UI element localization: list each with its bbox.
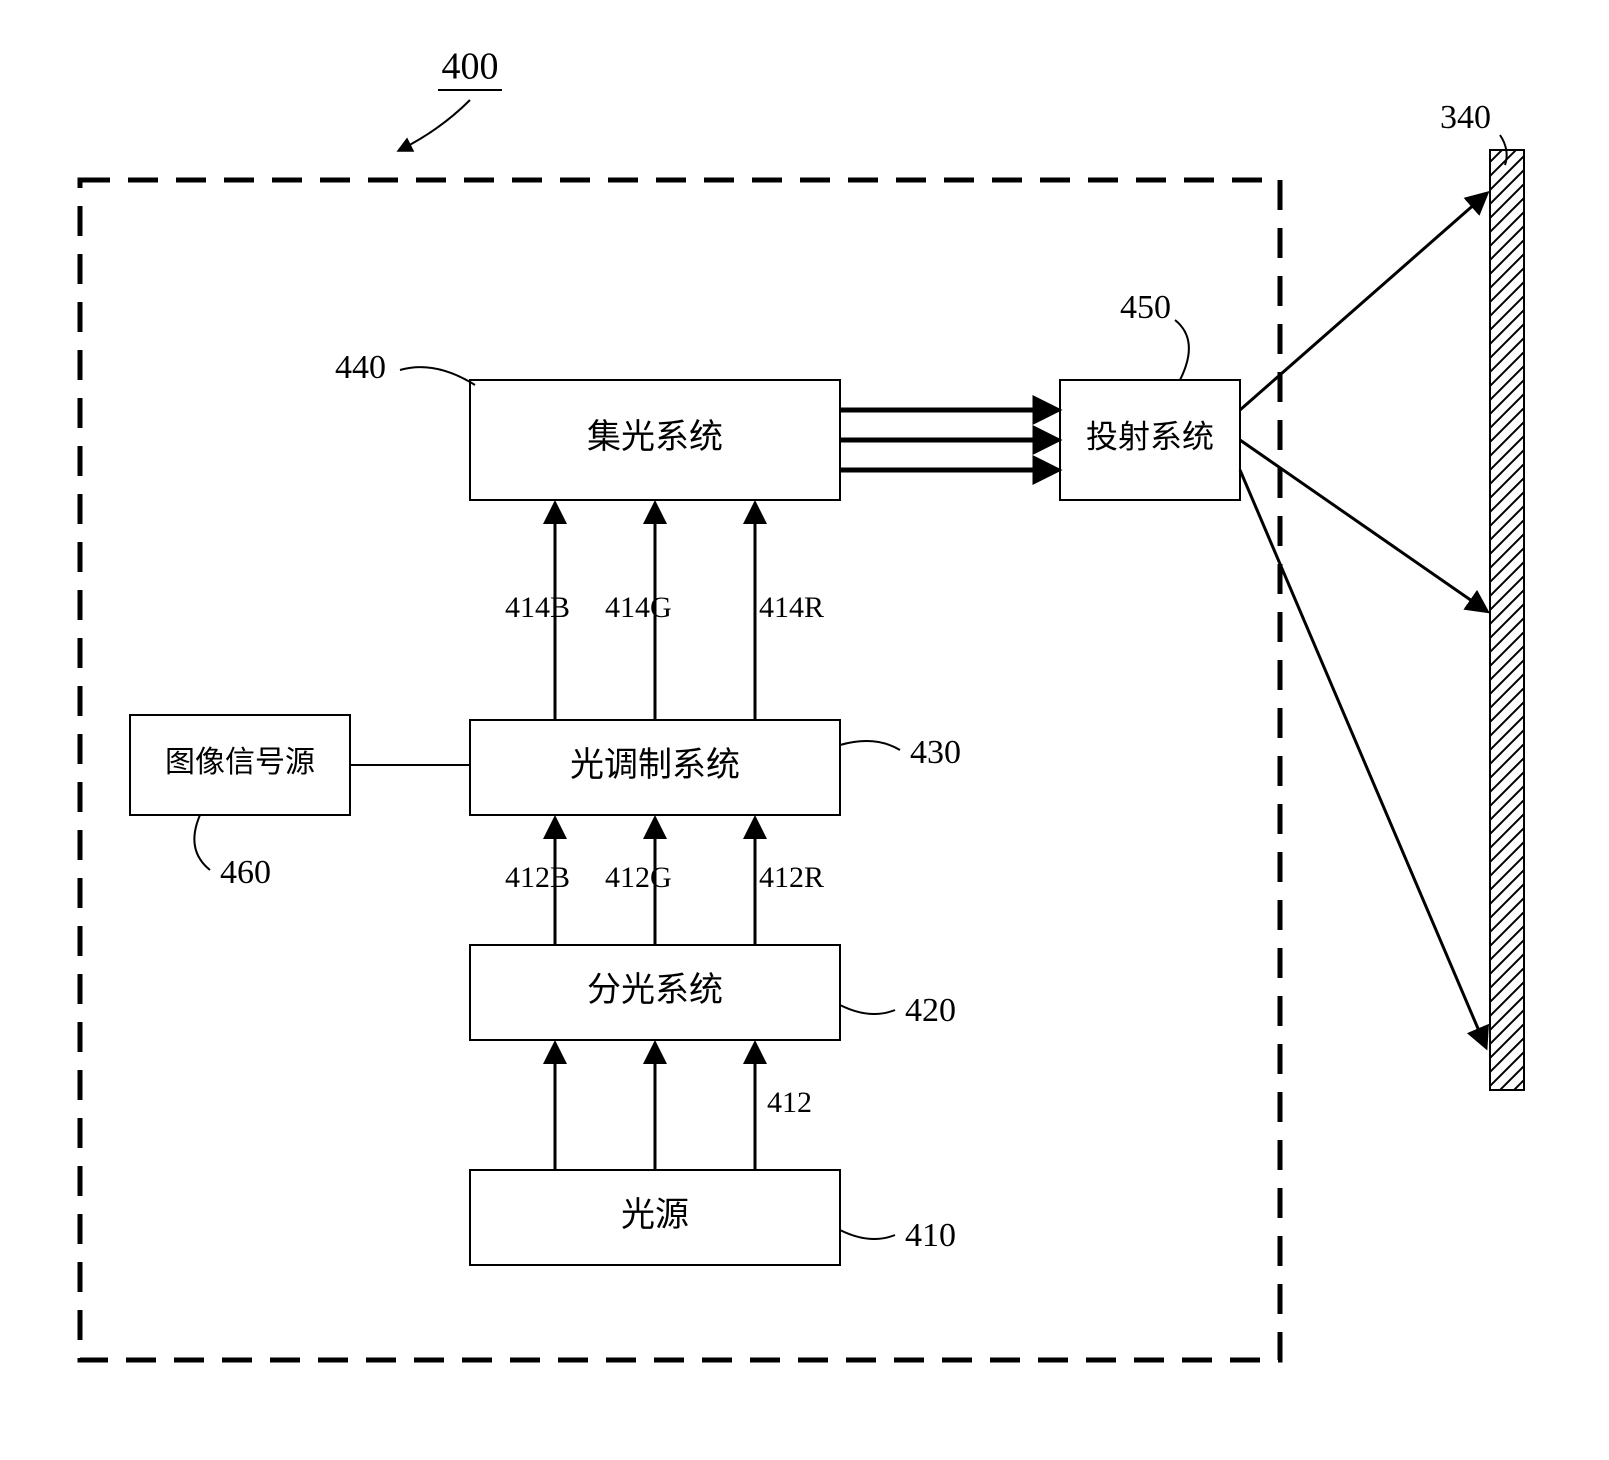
splitter-label: 分光系统: [587, 971, 723, 1009]
collector-block: 集光系统 440: [335, 349, 840, 500]
screen-ref: 340: [1440, 99, 1491, 136]
arrow-label: 414R: [759, 591, 824, 624]
light-source-ref: 410: [905, 1217, 956, 1254]
arrow-label: 412R: [759, 861, 824, 894]
collector-label: 集光系统: [587, 418, 723, 456]
arrow-groups: 412 412B 412G 412R 414B 414G 414R: [505, 506, 824, 1170]
arrow-label: 412G: [605, 861, 672, 894]
splitter-block: 分光系统 420: [470, 945, 956, 1040]
arrow-label: 412: [767, 1086, 812, 1119]
signal-source-block: 图像信号源 460: [130, 715, 470, 891]
modulator-ref: 430: [910, 734, 961, 771]
system-ref-label: 400: [442, 46, 499, 88]
arrow-label: 414B: [505, 591, 570, 624]
arrow-label: 412B: [505, 861, 570, 894]
collector-ref: 440: [335, 349, 386, 386]
signal-source-ref: 460: [220, 854, 271, 891]
projection-rays: [1240, 195, 1485, 1045]
diagram-canvas: 400 340 光源 410 分光系统 420 光调制系统 430 集光系统 4…: [0, 0, 1609, 1460]
modulator-block: 光调制系统 430: [470, 720, 961, 815]
light-source-label: 光源: [621, 1196, 689, 1234]
splitter-ref: 420: [905, 992, 956, 1029]
screen: 340: [1440, 99, 1524, 1090]
projector-block: 投射系统 450: [1060, 289, 1240, 500]
projector-ref: 450: [1120, 289, 1171, 326]
system-ref: 400: [400, 46, 502, 150]
light-source-block: 光源 410: [470, 1170, 956, 1265]
projector-label: 投射系统: [1086, 418, 1214, 454]
arrow-label: 414G: [605, 591, 672, 624]
collector-to-projector-arrows: [840, 410, 1055, 470]
modulator-label: 光调制系统: [570, 746, 740, 784]
signal-source-label: 图像信号源: [165, 746, 315, 779]
